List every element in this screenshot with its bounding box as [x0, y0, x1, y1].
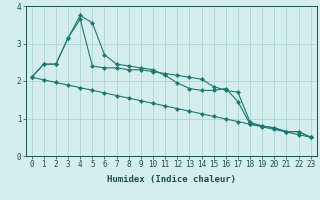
X-axis label: Humidex (Indice chaleur): Humidex (Indice chaleur)	[107, 175, 236, 184]
